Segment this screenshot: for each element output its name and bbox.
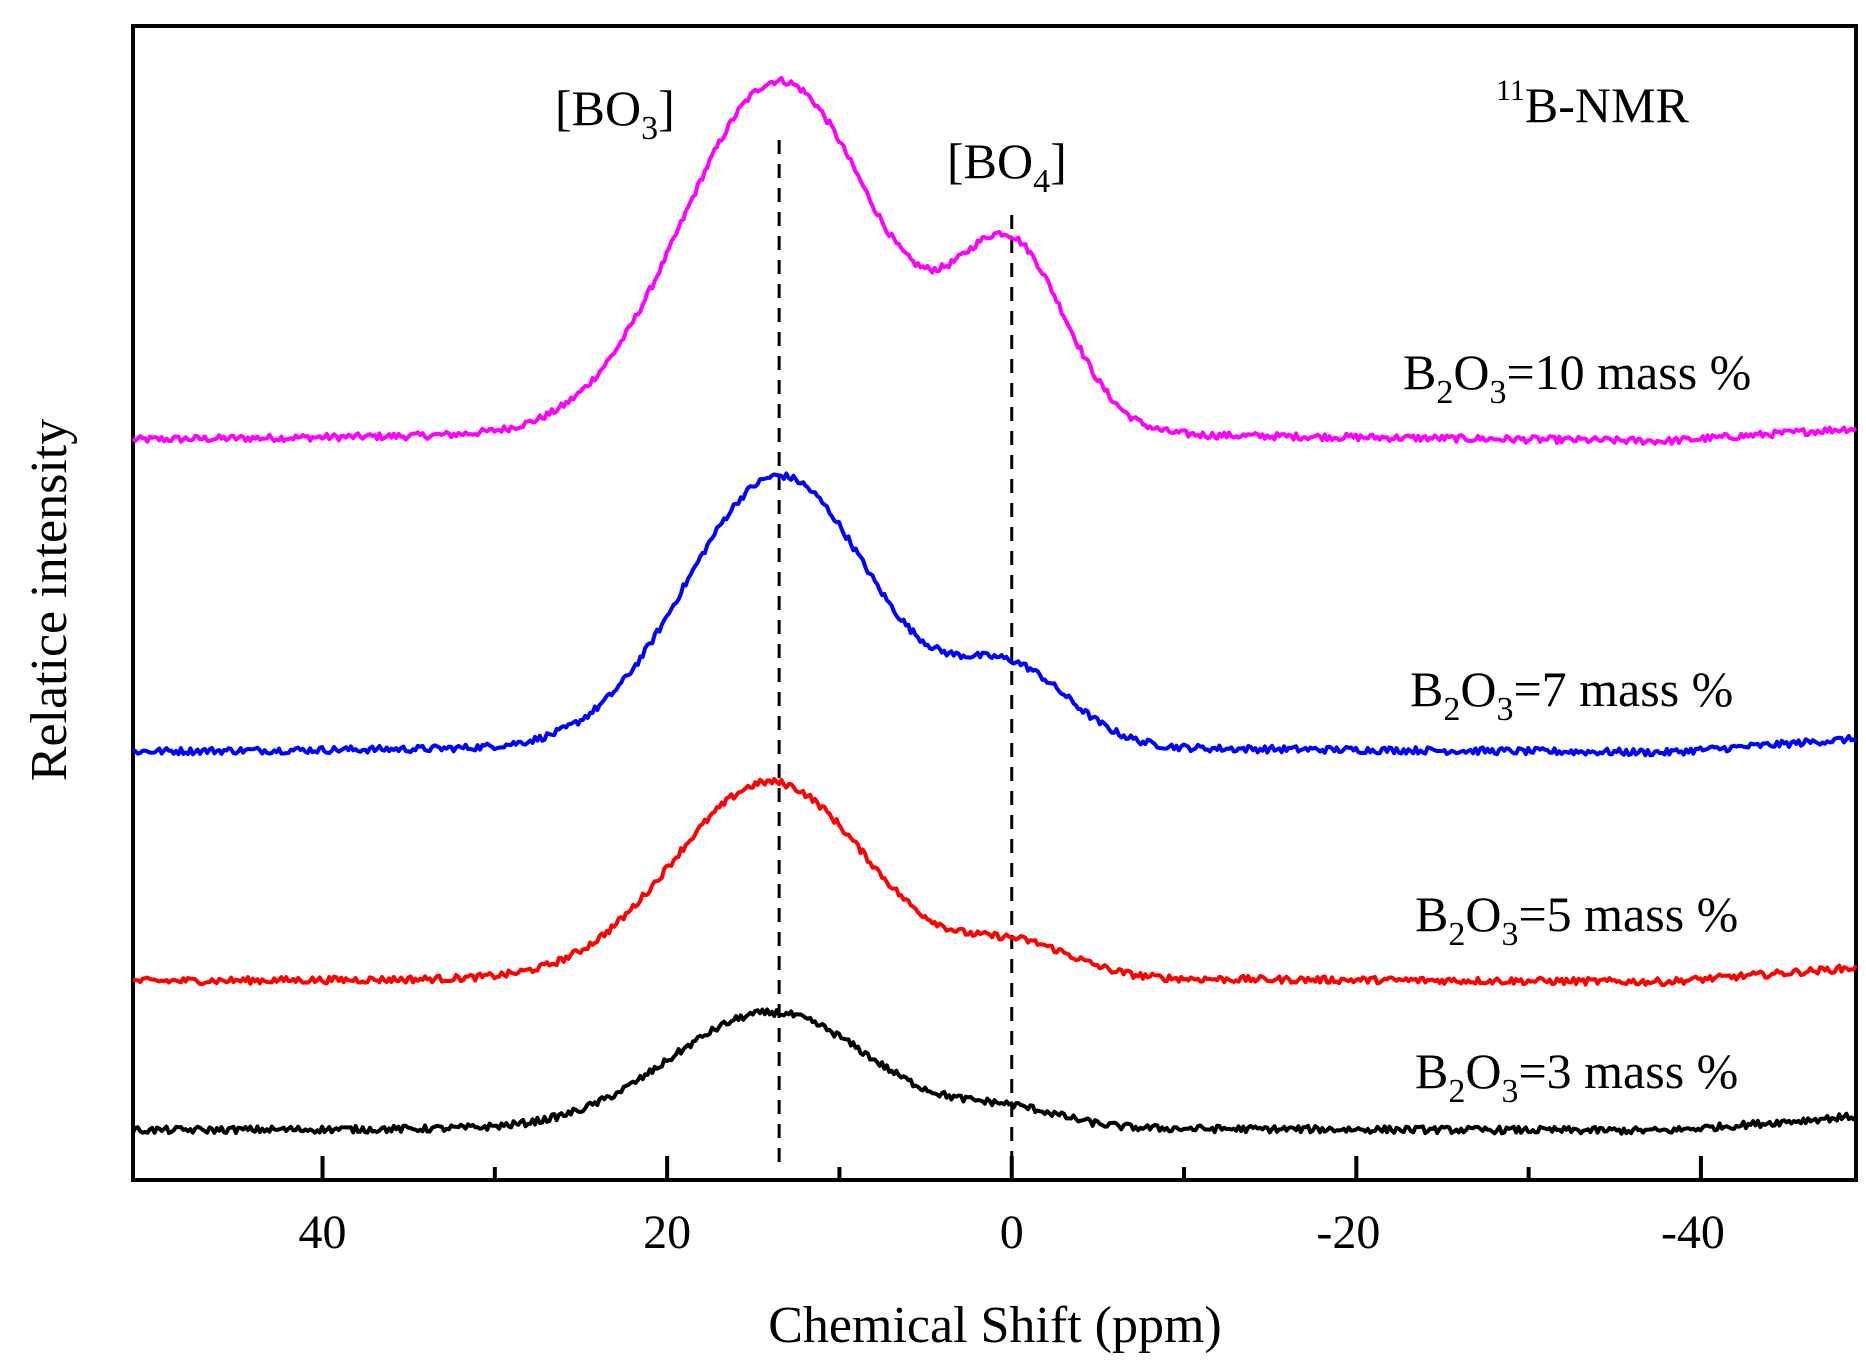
series-line-1: [132, 471, 1858, 758]
x-axis-ticks: 40 20 0 -20 -40: [299, 1156, 1725, 1259]
series-label-10: B2O3=10 mass %: [1403, 344, 1751, 411]
series-line-3: [131, 1007, 1858, 1136]
y-axis-title: Relatice intensity: [21, 419, 78, 781]
plot-frame: [131, 24, 1858, 1182]
x-tick-label-1: 20: [643, 1206, 691, 1259]
x-axis-title: Chemical Shift (ppm): [768, 1297, 1221, 1354]
x-tick-label-0: 40: [299, 1206, 347, 1259]
x-tick-label-2: 0: [1000, 1206, 1024, 1259]
series-label-5: B2O3=5 mass %: [1415, 886, 1738, 953]
series-group: [131, 76, 1858, 1136]
bo4-label: [BO4]: [947, 133, 1067, 200]
series-label-3: B2O3=3 mass %: [1415, 1043, 1738, 1110]
nucleus-label: 11B-NMR: [1496, 74, 1689, 133]
reference-lines: [777, 140, 1014, 1165]
series-line-0: [131, 76, 1858, 446]
series-label-7: B2O3=7 mass %: [1410, 661, 1733, 728]
x-tick-label-3: -20: [1316, 1206, 1380, 1259]
series-line-2: [132, 777, 1858, 988]
bo3-label: [BO3]: [555, 80, 675, 147]
x-tick-label-4: -40: [1661, 1206, 1725, 1259]
